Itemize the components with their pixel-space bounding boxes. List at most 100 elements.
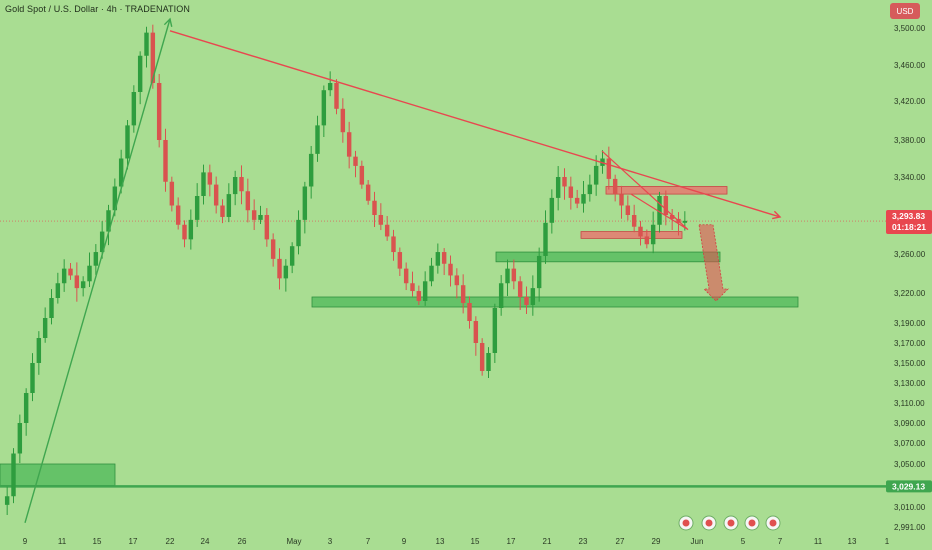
support-zone <box>311 296 799 308</box>
x-tick-label: 22 <box>166 537 175 546</box>
y-tick-label: 3,260.00 <box>894 250 926 259</box>
y-tick-label: 3,090.00 <box>894 419 926 428</box>
x-tick-label: 1 <box>885 537 890 546</box>
candle-up <box>131 92 137 126</box>
candle-up <box>593 165 599 185</box>
candle-down <box>68 268 73 276</box>
candle-down <box>150 32 156 83</box>
candle-up <box>657 196 662 225</box>
y-tick-label: 3,130.00 <box>894 379 926 388</box>
x-tick-label: 11 <box>58 537 67 546</box>
candle-down <box>410 283 415 292</box>
candle-down <box>213 184 219 206</box>
candle-up <box>650 224 656 245</box>
red-triangle-pattern <box>601 150 689 231</box>
projection-arrow <box>698 224 729 302</box>
candle-up <box>422 281 428 301</box>
candle-up <box>530 288 536 305</box>
y-tick-label: 3,190.00 <box>894 319 926 328</box>
candle-down <box>175 205 181 225</box>
resistance-zone <box>605 186 728 195</box>
x-tick-label: 3 <box>328 537 333 546</box>
candle-up <box>194 196 200 220</box>
candle-down <box>270 239 276 259</box>
candle-up <box>42 318 48 338</box>
candle-down <box>359 165 365 185</box>
candle-up <box>283 265 289 279</box>
candle-up <box>137 55 143 92</box>
candle-up <box>308 153 314 187</box>
projection-arrow-shape <box>698 224 729 302</box>
x-tick-label: 9 <box>402 537 407 546</box>
x-tick-label: 13 <box>436 537 445 546</box>
candle-down <box>625 205 631 215</box>
candle-up <box>55 283 61 298</box>
candle-down <box>574 197 580 204</box>
news-badge-dot <box>748 519 756 527</box>
candle-up <box>302 186 308 220</box>
candle-down <box>384 224 390 237</box>
candle-down <box>403 268 409 284</box>
candle-down <box>169 181 175 206</box>
candle-up <box>587 184 593 195</box>
candle-up <box>201 172 206 196</box>
candle-up <box>321 90 327 126</box>
candle-up <box>93 252 99 266</box>
y-tick-label: 3,010.00 <box>894 503 926 512</box>
candle-down <box>416 291 422 301</box>
support-price-tag-text: 3,029.13 <box>892 481 925 491</box>
candle-down <box>511 268 517 282</box>
candle-down <box>473 321 479 343</box>
x-tick-label: May <box>286 537 301 546</box>
candle-down <box>251 210 257 220</box>
candle-down <box>391 236 396 253</box>
candle-down <box>378 215 384 225</box>
candle-up <box>17 423 23 454</box>
news-badge-dot <box>769 519 777 527</box>
x-tick-label: 23 <box>579 537 588 546</box>
candle-up <box>486 353 491 371</box>
candle-up <box>80 281 86 289</box>
y-tick-label: 3,420.00 <box>894 97 926 106</box>
candle-down <box>568 186 574 198</box>
candle-up <box>118 158 124 187</box>
news-badge-dot <box>705 519 713 527</box>
candle-up <box>87 265 92 282</box>
symbol-title: Gold Spot / U.S. Dollar · 4h · TRADENATI… <box>5 4 190 14</box>
current-price-tag-text: 3,293.83 <box>892 211 925 221</box>
candle-down <box>619 194 624 206</box>
y-tick-label: 3,340.00 <box>894 173 926 182</box>
x-tick-label: 13 <box>848 537 857 546</box>
x-tick-label: 24 <box>201 537 210 546</box>
low-price-label: 2,991.00 <box>894 523 926 532</box>
candle-down <box>441 252 447 264</box>
x-tick-label: Jun <box>691 537 704 546</box>
current-price-tag-box <box>886 210 932 235</box>
candle-up <box>315 125 320 154</box>
x-tick-label: 5 <box>741 537 746 546</box>
candle-up <box>543 222 548 256</box>
candle-down <box>239 177 244 192</box>
y-tick-label: 3,050.00 <box>894 460 926 469</box>
candle-down <box>638 226 643 237</box>
candle-up <box>258 215 263 220</box>
candle-up <box>555 177 561 198</box>
y-tick-label: 3,070.00 <box>894 439 926 448</box>
price-axis-panel <box>886 0 932 528</box>
news-badge-dot <box>727 519 735 527</box>
candle-down <box>207 172 213 185</box>
candle-up <box>144 32 149 56</box>
x-tick-label: 29 <box>652 537 661 546</box>
y-tick-label: 3,150.00 <box>894 359 926 368</box>
candle-down <box>562 177 567 187</box>
candle-down <box>467 303 472 321</box>
candle-up <box>232 177 238 195</box>
candle-up <box>112 186 118 211</box>
candle-up <box>581 194 586 204</box>
candle-down <box>163 140 168 182</box>
candle-up <box>23 393 29 423</box>
candle-up <box>61 268 67 284</box>
x-tick-label: 26 <box>238 537 247 546</box>
